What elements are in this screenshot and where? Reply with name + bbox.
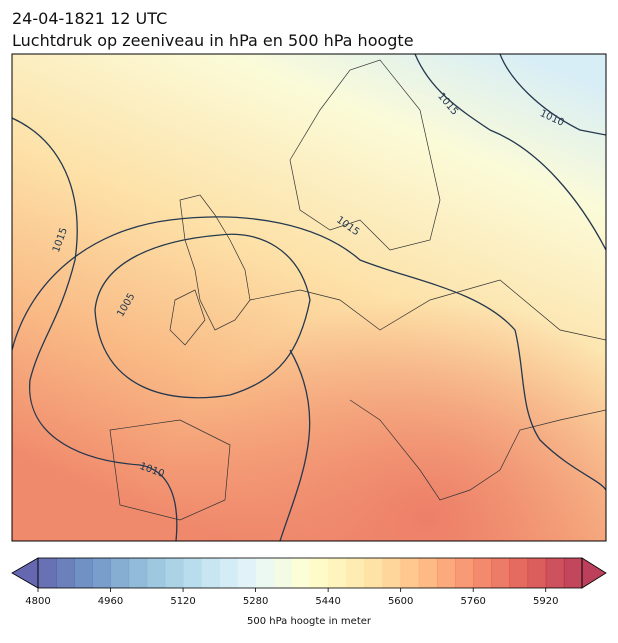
colorbar-segment (56, 558, 75, 588)
colorbar-segment (183, 558, 202, 588)
colorbar-segment (255, 558, 275, 588)
colorbar-segment (164, 558, 184, 588)
colorbar-segment (418, 558, 438, 588)
colorbar-extend (11, 557, 39, 589)
colorbar-segment (382, 558, 402, 588)
colorbar-segment (237, 558, 257, 588)
colorbar-segment (201, 558, 220, 588)
colorbar-segment (219, 558, 238, 588)
colorbar-segment (128, 558, 148, 588)
colorbar-segment (545, 558, 565, 588)
colorbar-frame (37, 557, 583, 589)
colorbar-tick-label: 5120 (170, 596, 195, 607)
colorbar-segment (436, 558, 456, 588)
map-frame (11, 53, 607, 542)
colorbar-segment (509, 558, 529, 588)
colorbar-tick-label: 5920 (533, 596, 558, 607)
map (12, 54, 606, 541)
colorbar-segment (38, 558, 57, 588)
colorbar-segment (400, 558, 420, 588)
colorbar-tick-label: 4800 (25, 596, 50, 607)
colorbar-segment (273, 558, 293, 588)
colorbar-segment (527, 558, 547, 588)
colorbar-segment (310, 558, 329, 588)
colorbar-tick-label: 4960 (98, 596, 123, 607)
colorbar-tick-label: 5760 (460, 596, 485, 607)
colorbar-segment (491, 558, 510, 588)
colorbar-segment (473, 558, 492, 588)
title: 24-04-1821 12 UTC (12, 9, 167, 28)
colorbar-segment (92, 558, 112, 588)
colorbar-tick-label: 5280 (243, 596, 268, 607)
colorbar-tick-label: 5600 (388, 596, 413, 607)
colorbar-extend (581, 557, 607, 589)
colorbar-tick-label: 5440 (315, 596, 340, 607)
colorbar-segment (455, 558, 474, 588)
colorbar-segment (146, 558, 166, 588)
colorbar-segment (328, 558, 347, 588)
colorbar-segment (74, 558, 93, 588)
colorbar-segment (291, 558, 311, 588)
colorbar-segment (346, 558, 365, 588)
colorbar-segment (364, 558, 384, 588)
subtitle: Luchtdruk op zeeniveau in hPa en 500 hPa… (12, 31, 414, 50)
colorbar-segment (110, 558, 130, 588)
colorbar-label: 500 hPa hoogte in meter (247, 616, 372, 627)
colorbar-segment (563, 558, 583, 588)
